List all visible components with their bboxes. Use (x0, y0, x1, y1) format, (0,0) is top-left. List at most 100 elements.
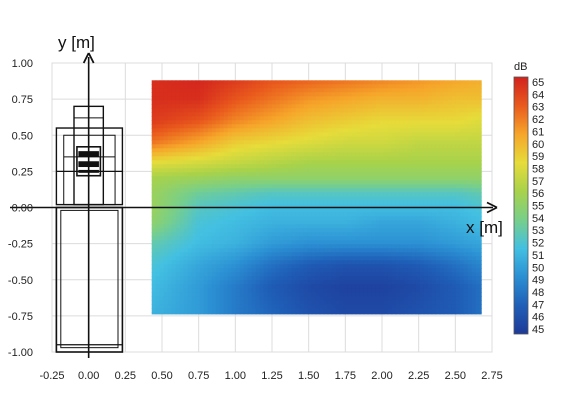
heatmap-cell (159, 216, 165, 221)
heatmap-cell (455, 144, 461, 149)
heatmap-cell (479, 280, 482, 285)
heatmap-cell (263, 96, 269, 101)
heatmap-cell (455, 236, 461, 241)
heatmap-cell (403, 272, 409, 277)
heatmap-cell (291, 88, 297, 93)
heatmap-cell (319, 288, 325, 293)
heatmap-cell (239, 120, 245, 125)
heatmap-cell (275, 184, 281, 189)
heatmap-cell (387, 164, 393, 169)
heatmap-cell (387, 80, 393, 85)
heatmap-cell (467, 100, 473, 105)
heatmap-cell (183, 304, 189, 309)
heatmap-cell (451, 128, 457, 133)
heatmap-cell (371, 272, 377, 277)
heatmap-cell (355, 84, 361, 89)
heatmap-cell (291, 96, 297, 101)
heatmap-cell (331, 196, 337, 201)
heatmap-cell (223, 284, 229, 289)
heatmap-cell (303, 168, 309, 173)
heatmap-cell (155, 308, 161, 313)
heatmap-cell (447, 116, 453, 121)
heatmap-cell (455, 276, 461, 281)
heatmap-cell (183, 244, 189, 249)
heatmap-cell (179, 244, 185, 249)
heatmap-cell (387, 148, 393, 153)
heatmap-cell (447, 292, 453, 297)
heatmap-cell (439, 228, 445, 233)
heatmap-cell (211, 128, 217, 133)
heatmap-cell (327, 276, 333, 281)
heatmap-cell (307, 196, 313, 201)
heatmap-cell (299, 284, 305, 289)
heatmap-cell (411, 152, 417, 157)
heatmap-cell (379, 124, 385, 129)
heatmap-cell (327, 124, 333, 129)
heatmap-cell (319, 300, 325, 305)
heatmap-cell (403, 160, 409, 165)
heatmap-cell (415, 108, 421, 113)
heatmap-cell (447, 224, 453, 229)
heatmap-cell (279, 260, 285, 265)
heatmap-cell (219, 232, 225, 237)
heatmap-cell (415, 248, 421, 253)
heatmap-cell (371, 188, 377, 193)
heatmap-cell (395, 128, 401, 133)
heatmap-cell (227, 168, 233, 173)
heatmap-cell (475, 200, 481, 205)
heatmap-cell (455, 100, 461, 105)
heatmap-cell (203, 100, 209, 105)
heatmap-cell (379, 264, 385, 269)
heatmap-cell (355, 112, 361, 117)
heatmap-cell (291, 196, 297, 201)
heatmap-cell (159, 244, 165, 249)
heatmap-cell (259, 168, 265, 173)
heatmap-cell (467, 236, 473, 241)
heatmap-cell (475, 208, 481, 213)
heatmap-cell (223, 152, 229, 157)
heatmap-cell (323, 256, 329, 261)
heatmap-cell (291, 160, 297, 165)
heatmap-cell (363, 172, 369, 177)
heatmap-cell (227, 120, 233, 125)
heatmap-cell (247, 200, 253, 205)
heatmap-cell (419, 224, 425, 229)
heatmap-cell (399, 180, 405, 185)
heatmap-cell (231, 256, 237, 261)
heatmap-cell (471, 192, 477, 197)
heatmap-cell (479, 212, 482, 217)
heatmap-cell (263, 280, 269, 285)
heatmap-cell (355, 92, 361, 97)
heatmap-cell (307, 232, 313, 237)
heatmap-cell (263, 268, 269, 273)
heatmap-cell (275, 108, 281, 113)
heatmap-cell (247, 212, 253, 217)
heatmap-cell (475, 204, 481, 209)
heatmap-cell (403, 156, 409, 161)
heatmap-cell (415, 188, 421, 193)
heatmap-cell (415, 216, 421, 221)
heatmap-cell (335, 248, 341, 253)
heatmap-cell (323, 188, 329, 193)
heatmap-cell (163, 92, 169, 97)
heatmap-cell (403, 240, 409, 245)
heatmap-cell (395, 164, 401, 169)
heatmap-cell (307, 140, 313, 145)
heatmap-cell (435, 220, 441, 225)
heatmap-cell (207, 228, 213, 233)
heatmap-cell (315, 156, 321, 161)
heatmap-cell (419, 244, 425, 249)
heatmap-cell (179, 120, 185, 125)
heatmap-cell (367, 164, 373, 169)
heatmap-cell (203, 300, 209, 305)
heatmap-cell (295, 132, 301, 137)
heatmap-cell (199, 304, 205, 309)
heatmap-cell (407, 80, 413, 85)
heatmap-cell (391, 284, 397, 289)
heatmap-cell (271, 236, 277, 241)
heatmap-cell (263, 100, 269, 105)
heatmap-cell (223, 128, 229, 133)
heatmap-cell (295, 236, 301, 241)
heatmap-cell (243, 156, 249, 161)
heatmap-cell (391, 104, 397, 109)
